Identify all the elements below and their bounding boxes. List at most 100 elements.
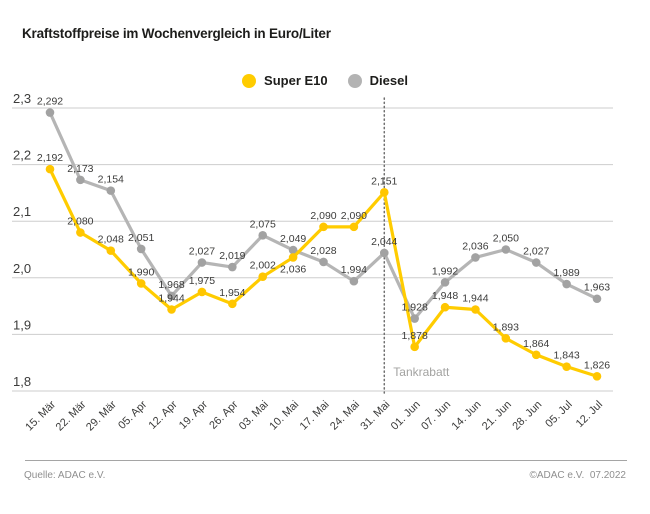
data-label: 2,292 — [37, 96, 63, 108]
data-point-diesel — [197, 258, 207, 267]
footer-source: Quelle: ADAC e.V. — [24, 470, 106, 481]
x-tick-label: 15. Mär — [23, 398, 58, 433]
data-label: 1,826 — [584, 359, 610, 371]
footer-copyright: ©ADAC e.V. 07.2022 — [529, 470, 626, 481]
data-label: 2,027 — [523, 246, 549, 258]
data-label: 2,050 — [493, 233, 519, 245]
data-label: 1,893 — [493, 321, 519, 333]
data-point-diesel — [440, 278, 450, 287]
data-point-diesel — [76, 175, 85, 185]
data-label: 1,948 — [432, 290, 458, 302]
data-label: 1,994 — [341, 264, 367, 276]
data-label: 2,090 — [341, 210, 367, 222]
data-label: 2,090 — [310, 210, 336, 222]
data-label: 2,173 — [67, 163, 93, 175]
data-point-super-e10 — [592, 371, 602, 381]
x-tick-label: 24. Mai — [328, 399, 362, 433]
x-tick-label: 31. Mai — [358, 399, 392, 433]
data-point-super-e10 — [531, 350, 541, 360]
data-label: 2,044 — [371, 236, 397, 248]
data-point-diesel — [501, 245, 511, 254]
data-point-diesel — [45, 108, 55, 117]
data-point-diesel — [471, 253, 480, 262]
y-tick-label: 2,0 — [13, 261, 31, 276]
data-label: 2,151 — [371, 175, 397, 187]
data-label: 2,019 — [219, 250, 245, 262]
data-label: 2,192 — [37, 152, 63, 164]
x-tick-label: 05. Jul — [543, 399, 574, 430]
y-tick-label: 2,3 — [13, 91, 31, 106]
data-point-diesel — [258, 231, 268, 240]
x-tick-label: 14. Jun — [450, 399, 484, 433]
legend-item-diesel: Diesel — [347, 73, 408, 88]
legend: Super E10 Diesel — [0, 73, 650, 88]
data-label: 2,036 — [280, 263, 306, 275]
legend-label-super-e10: Super E10 — [264, 73, 328, 88]
x-tick-label: 28. Jun — [510, 399, 544, 433]
data-point-super-e10 — [288, 253, 298, 262]
x-tick-label: 21. Jun — [480, 399, 514, 433]
data-label: 2,048 — [98, 234, 124, 246]
data-label: 1,975 — [189, 275, 215, 287]
data-label: 1,928 — [402, 302, 428, 314]
data-label: 1,990 — [128, 266, 154, 278]
footer-divider — [25, 460, 627, 461]
x-tick-label: 19. Apr — [177, 398, 210, 431]
y-tick-label: 1,8 — [13, 374, 31, 389]
data-point-super-e10 — [197, 287, 207, 297]
data-label: 2,080 — [67, 216, 93, 228]
data-point-super-e10 — [136, 279, 146, 288]
data-label: 2,027 — [189, 246, 215, 258]
data-label: 1,992 — [432, 265, 458, 277]
data-point-super-e10 — [410, 342, 419, 352]
legend-item-super-e10: Super E10 — [242, 73, 328, 88]
data-point-super-e10 — [440, 302, 450, 312]
data-label: 1,944 — [158, 292, 184, 304]
legend-label-diesel: Diesel — [369, 73, 408, 88]
data-point-diesel — [167, 291, 176, 301]
x-tick-label: 29. Mär — [84, 398, 119, 433]
data-point-super-e10 — [349, 222, 359, 232]
data-label: 1,989 — [553, 267, 579, 279]
x-tick-label: 07. Jun — [419, 399, 453, 433]
data-point-diesel — [562, 279, 571, 289]
data-point-diesel — [136, 244, 146, 254]
data-point-super-e10 — [76, 228, 85, 237]
x-tick-label: 12. Apr — [147, 398, 180, 431]
data-point-diesel — [592, 294, 602, 304]
data-point-super-e10 — [258, 272, 268, 281]
diesel-swatch-icon — [347, 73, 362, 88]
data-point-diesel — [288, 245, 298, 255]
data-point-diesel — [106, 186, 116, 195]
data-point-super-e10 — [501, 334, 511, 343]
data-point-diesel — [379, 248, 389, 258]
data-point-super-e10 — [106, 246, 116, 255]
data-label: 1,864 — [523, 338, 549, 350]
data-point-super-e10 — [167, 305, 176, 314]
data-point-super-e10 — [228, 299, 237, 309]
x-tick-label: 26. Apr — [207, 398, 240, 431]
super-e10-swatch-icon — [242, 73, 257, 88]
data-point-super-e10 — [319, 222, 328, 232]
data-label: 1,878 — [402, 330, 428, 342]
data-point-diesel — [349, 276, 359, 286]
data-label: 2,028 — [310, 245, 336, 257]
x-tick-label: 17. Mai — [298, 399, 332, 433]
data-label: 1,944 — [462, 292, 488, 304]
x-tick-label: 05. Apr — [116, 398, 149, 431]
y-tick-label: 2,1 — [13, 204, 31, 219]
data-label: 2,049 — [280, 233, 306, 245]
y-tick-label: 2,2 — [13, 148, 31, 163]
data-label: 2,075 — [250, 218, 276, 230]
data-point-diesel — [228, 262, 237, 272]
data-label: 2,002 — [250, 260, 276, 272]
data-label: 2,036 — [462, 240, 488, 252]
data-label: 1,843 — [553, 350, 579, 362]
data-point-super-e10 — [379, 188, 389, 197]
data-point-diesel — [531, 258, 541, 267]
x-tick-label: 10. Mai — [267, 399, 301, 433]
data-label: 2,051 — [128, 232, 154, 244]
data-point-super-e10 — [562, 362, 571, 371]
